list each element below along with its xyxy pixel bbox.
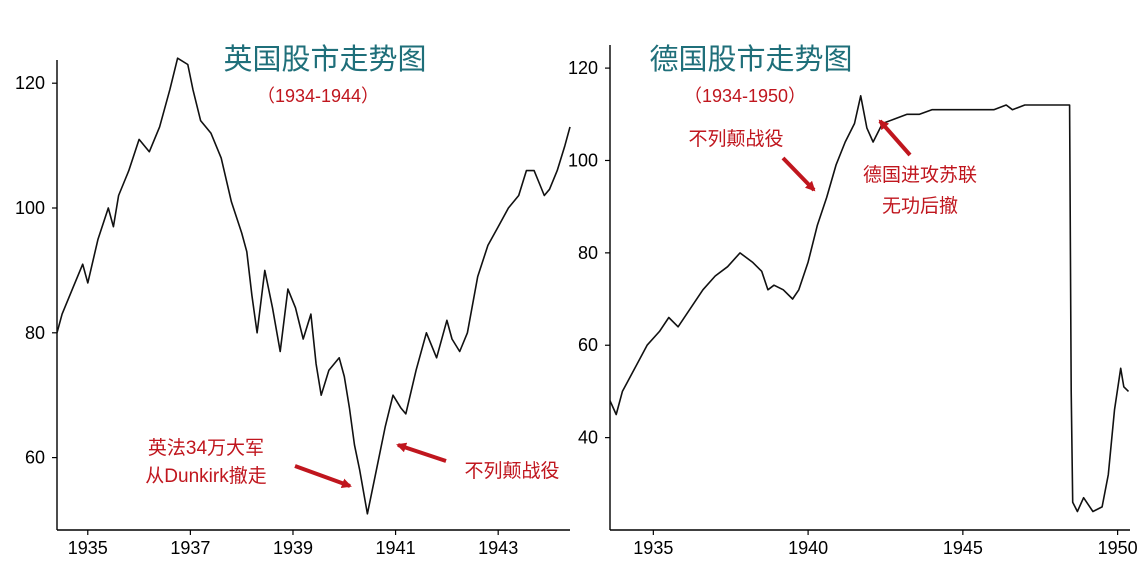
germany-y-tick-label: 80 [578,243,598,263]
germany-x-tick-label: 1950 [1098,538,1138,558]
germany-y-tick-label: 120 [568,58,598,78]
germany-chart-subtitle: （1934-1950） [684,86,806,106]
uk-chart-title: 英国股市走势图 [223,43,426,76]
germany-annotation-invade-ussr: 德国进攻苏联 [863,164,977,186]
germany-y-tick-label: 100 [568,150,598,170]
uk-annotation-dunkirk-line1: 英法34万大军 [148,437,264,459]
uk-x-tick-label: 1939 [273,538,313,558]
uk-y-tick-label: 100 [15,198,45,218]
uk-index-line [56,57,571,515]
germany-index-line [609,95,1130,513]
uk-y-tick-label: 80 [25,323,45,343]
uk-ticks: 1935 1937 1939 1941 1943 60 80 100 120 [15,73,518,558]
uk-y-tick-label: 120 [15,73,45,93]
germany-ticks: 1935 1940 1945 1950 40 60 80 100 120 [568,58,1138,558]
germany-annotation-retreat: 无功后撤 [882,195,958,217]
uk-x-tick-label: 1935 [68,538,108,558]
germany-annotation-battle-of-britain: 不列颠战役 [688,128,783,150]
germany-y-tick-label: 60 [578,335,598,355]
germany-x-tick-label: 1945 [943,538,983,558]
germany-arrow-battle-of-britain [781,156,816,192]
uk-chart-subtitle: （1934-1944） [257,86,379,106]
uk-annotation-dunkirk-line2: 从Dunkirk撤走 [145,465,266,487]
uk-chart: 1935 1937 1939 1941 1943 60 80 100 120 英国股市走势图 （… [15,43,571,558]
germany-chart-title: 德国股市走势图 [649,43,852,76]
uk-arrow-dunkirk [294,464,352,488]
germany-x-tick-label: 1935 [633,538,673,558]
uk-arrow-battle-of-britain [396,442,447,463]
uk-y-tick-label: 60 [25,448,45,468]
uk-x-tick-label: 1943 [478,538,518,558]
uk-x-tick-label: 1941 [376,538,416,558]
uk-annotation-battle-of-britain: 不列颠战役 [464,460,559,482]
germany-y-tick-label: 40 [578,428,598,448]
germany-x-tick-label: 1940 [788,538,828,558]
germany-chart: 1935 1940 1945 1950 40 60 80 100 120 德国股市走势图 （19… [568,43,1138,558]
germany-arrow-invade-ussr [878,119,912,157]
uk-x-tick-label: 1937 [170,538,210,558]
